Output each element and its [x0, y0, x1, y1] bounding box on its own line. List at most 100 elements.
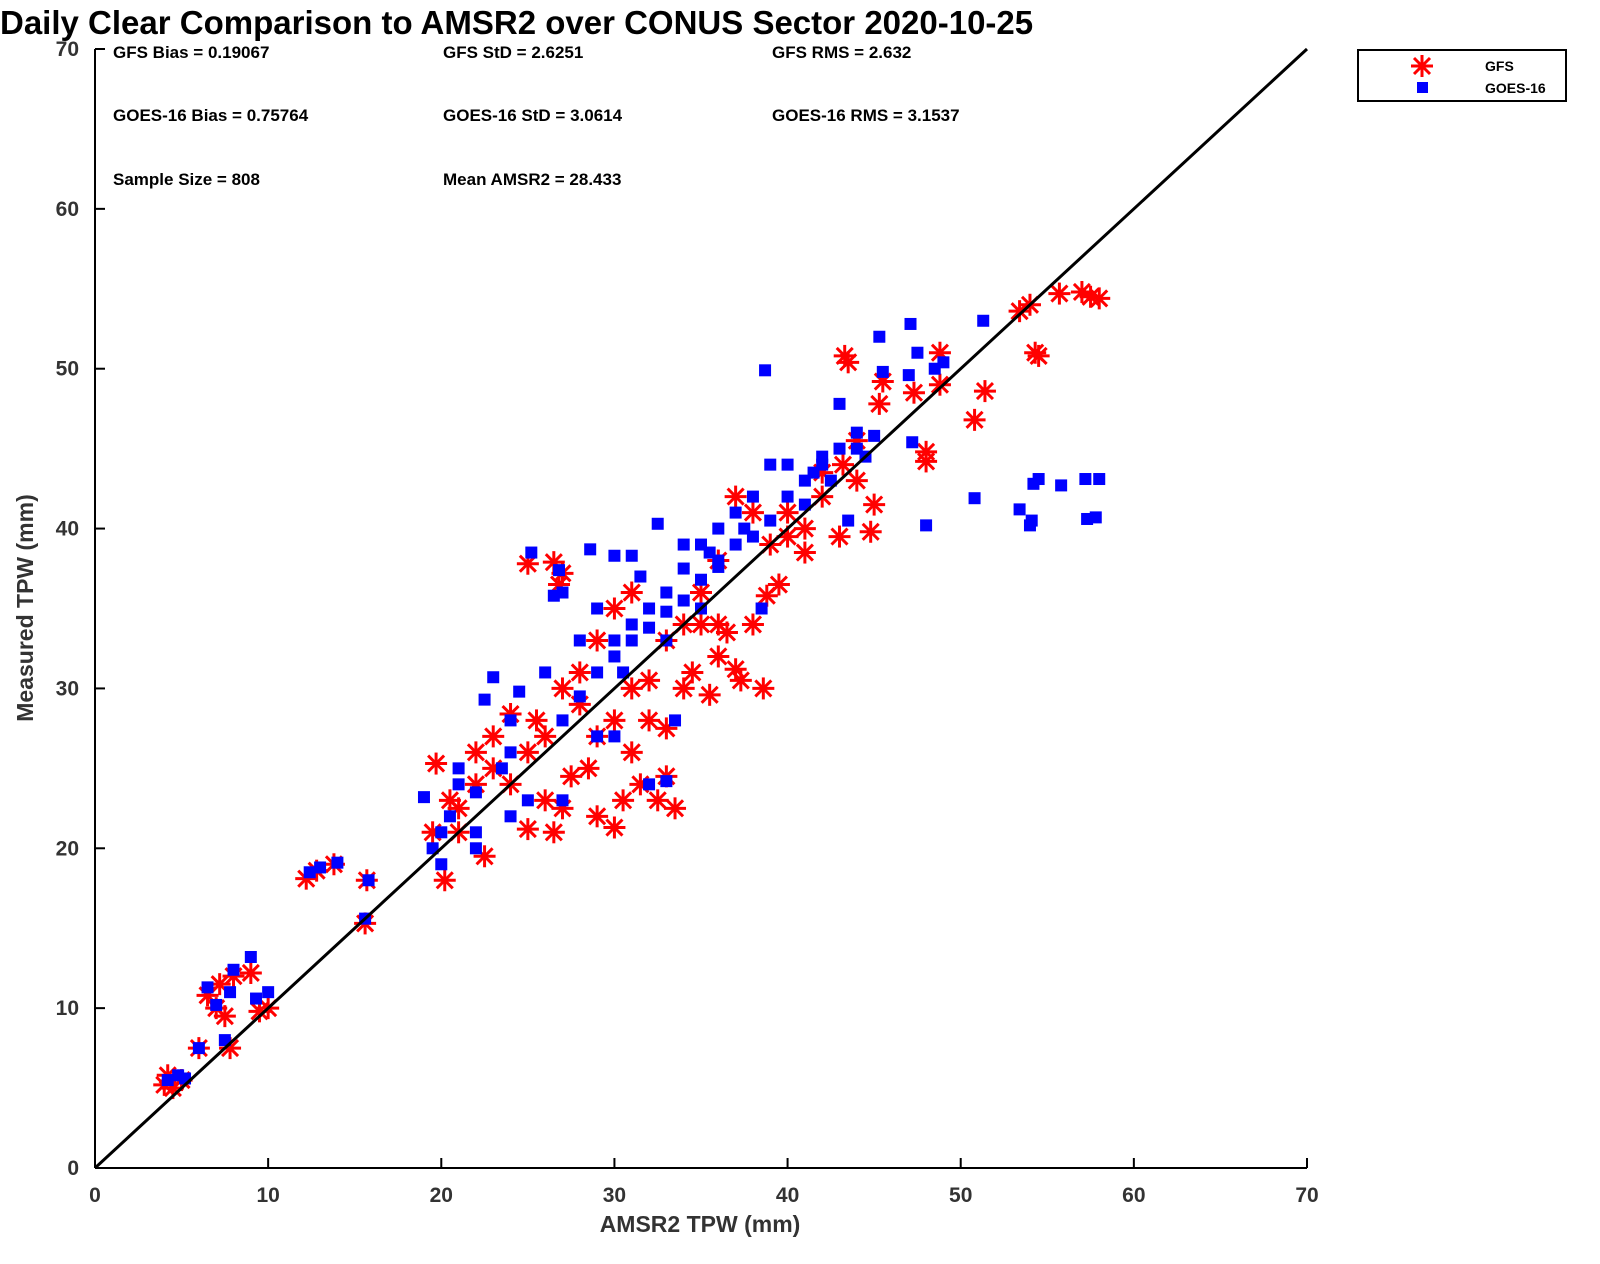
- gfs-point: [963, 408, 986, 431]
- goes16-point: [968, 492, 981, 505]
- goes16-point: [608, 650, 621, 663]
- goes16-point: [426, 842, 439, 855]
- goes16-point: [1079, 473, 1092, 486]
- goes16-point: [452, 778, 465, 791]
- y-tick-label: 10: [56, 997, 79, 1020]
- goes16-point: [244, 950, 257, 963]
- goes16-point: [1093, 473, 1106, 486]
- goes16-point: [873, 330, 886, 343]
- goes16-point: [643, 778, 656, 791]
- x-tick-label: 30: [603, 1184, 626, 1207]
- goes16-point: [833, 442, 846, 455]
- gfs-point: [534, 789, 557, 812]
- gfs-point: [868, 392, 891, 415]
- x-tick-label: 50: [949, 1184, 972, 1207]
- goes16-point: [443, 810, 456, 823]
- goes16-point: [677, 562, 690, 575]
- series-goes16: [161, 314, 1106, 1087]
- gfs-point: [239, 961, 262, 984]
- gfs-point: [776, 525, 799, 548]
- gfs-point: [672, 677, 695, 700]
- stat-text: GOES-16 StD = 3.0614: [443, 106, 623, 125]
- goes16-point: [504, 810, 517, 823]
- gfs-point: [831, 453, 854, 476]
- goes16-point: [469, 826, 482, 839]
- goes16-point: [608, 730, 621, 743]
- one-to-one-line: [93, 47, 1309, 1170]
- gfs-point: [707, 645, 730, 668]
- goes16-point: [651, 517, 664, 530]
- goes16-point: [553, 564, 566, 577]
- y-tick-label: 20: [56, 837, 79, 860]
- gfs-point: [681, 661, 704, 684]
- gfs-point: [724, 485, 747, 508]
- gfs-point: [837, 351, 860, 374]
- gfs-point: [464, 741, 487, 764]
- axis-ticks: 0 10 20 30 40 50 60 70 0 10 20 30 40 50 60 70: [56, 38, 1319, 1207]
- goes16-point: [868, 429, 881, 442]
- goes16-point: [902, 369, 915, 382]
- goes16-point: [798, 474, 811, 487]
- goes16-point: [504, 746, 517, 759]
- goes16-point: [539, 666, 552, 679]
- goes16-point: [591, 602, 604, 615]
- stat-text: GOES-16 Bias = 0.75764: [113, 106, 309, 125]
- gfs-point: [638, 709, 661, 732]
- goes16-point: [573, 634, 586, 647]
- goes16-point: [417, 791, 430, 804]
- gfs-point: [793, 517, 816, 540]
- goes16-point: [764, 458, 777, 471]
- gfs-point: [1048, 282, 1071, 305]
- goes16-point: [1032, 473, 1045, 486]
- gfs-point: [433, 869, 456, 892]
- goes16-point: [643, 621, 656, 634]
- goes16-point: [469, 842, 482, 855]
- goes16-point: [850, 442, 863, 455]
- goes16-point: [192, 1042, 205, 1055]
- y-tick-label: 0: [67, 1157, 79, 1180]
- legend-box: [1357, 49, 1567, 102]
- goes16-point: [660, 605, 673, 618]
- goes16-point: [617, 666, 630, 679]
- gfs-point: [551, 677, 574, 700]
- goes16-point: [712, 522, 725, 535]
- plot-area: 0 10 20 30 40 50 60 70 0 10 20 30 40 50 60 70 GFS Bias …: [56, 38, 1319, 1207]
- goes16-point: [625, 634, 638, 647]
- goes16-point: [1089, 511, 1102, 524]
- goes16-point: [161, 1074, 174, 1087]
- gfs-point: [859, 520, 882, 543]
- gfs-point: [603, 597, 626, 620]
- gfs-point: [568, 661, 591, 684]
- gfs-point: [707, 613, 730, 636]
- goes16-point: [525, 546, 538, 559]
- stat-text: Sample Size = 808: [113, 170, 260, 189]
- goes16-point: [920, 519, 933, 532]
- stat-text: GFS RMS = 2.632: [772, 43, 911, 62]
- goes16-point: [904, 317, 917, 330]
- gfs-point: [915, 450, 938, 473]
- goes16-point: [556, 586, 569, 599]
- goes16-point: [660, 775, 673, 788]
- gfs-point: [620, 581, 643, 604]
- goes16-point: [729, 538, 742, 551]
- gfs-point: [516, 741, 539, 764]
- gfs-point: [482, 725, 505, 748]
- goes16-point: [262, 986, 275, 999]
- stat-text: GFS Bias = 0.19067: [113, 43, 269, 62]
- goes16-point: [833, 397, 846, 410]
- gfs-point: [793, 541, 816, 564]
- goes16-point: [250, 992, 263, 1005]
- legend-gfs-marker: [1411, 55, 1433, 77]
- gfs-point: [603, 816, 626, 839]
- goes16-point: [755, 602, 768, 615]
- stat-text: GOES-16 RMS = 3.1537: [772, 106, 960, 125]
- goes16-point: [504, 714, 517, 727]
- gfs-point: [1088, 287, 1111, 310]
- goes16-point: [746, 530, 759, 543]
- gfs-point: [664, 797, 687, 820]
- gfs-point: [620, 677, 643, 700]
- x-tick-label: 10: [256, 1184, 279, 1207]
- x-tick-label: 70: [1295, 1184, 1318, 1207]
- gfs-point: [525, 709, 548, 732]
- statistics-panel: GFS Bias = 0.19067 GFS StD = 2.6251 GFS RM…: [113, 43, 960, 189]
